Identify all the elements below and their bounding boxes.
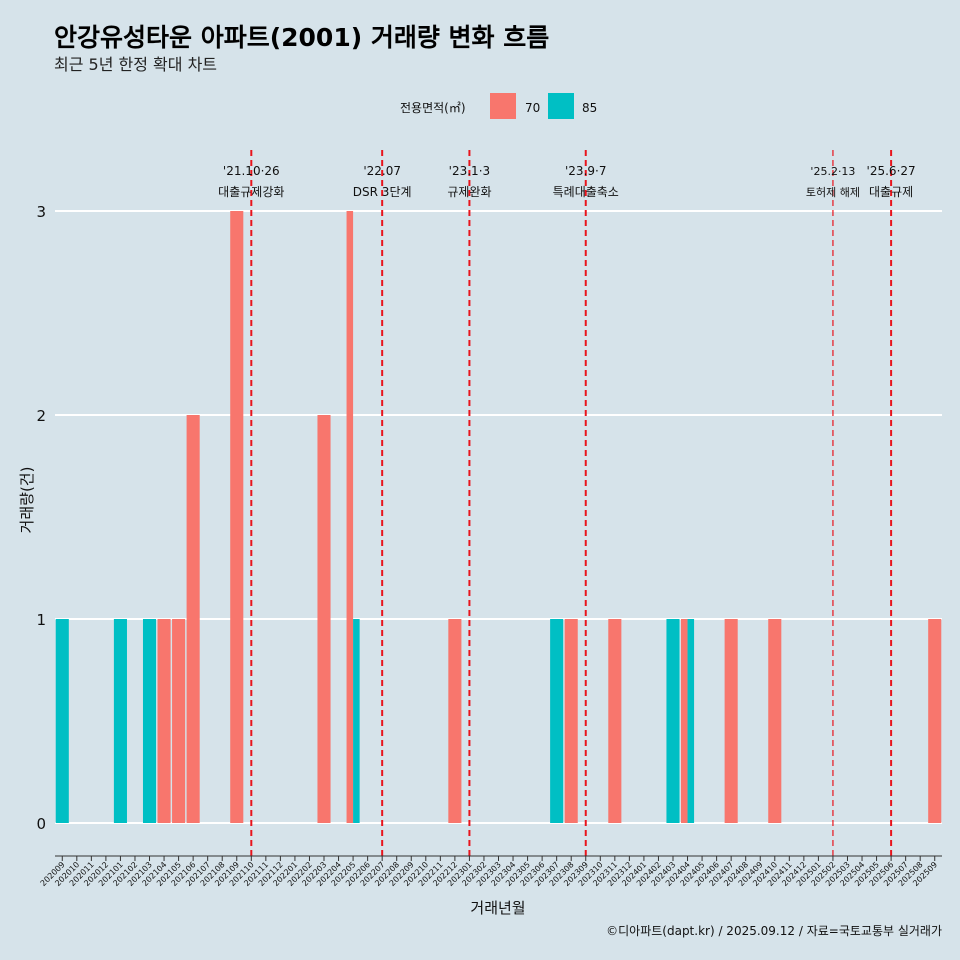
- x-axis: 2020092020102020112020122021012021022021…: [39, 855, 942, 888]
- bar-202407-70: [724, 619, 738, 823]
- y-tick-label: 2: [36, 407, 46, 425]
- bar-202205-85: [353, 619, 360, 823]
- event-date: '23.9·7: [565, 164, 606, 178]
- event-date: '25.6·27: [867, 164, 916, 178]
- y-axis-title: 거래량(건): [18, 467, 36, 534]
- event-label: 규제완화: [447, 185, 491, 199]
- chart-subtitle: 최근 5년 한정 확대 차트: [54, 55, 217, 74]
- legend-title: 전용면적(㎡): [400, 101, 466, 115]
- bar-202101-85: [113, 619, 127, 823]
- bar-202404-85: [687, 619, 695, 823]
- event-label: 특례대출축소: [553, 185, 619, 199]
- bar-202009-85: [55, 619, 69, 823]
- event-label: 대출규제강화: [218, 185, 284, 199]
- event-label: DSR 3단계: [353, 185, 412, 199]
- bar-202212-70: [448, 619, 462, 823]
- event-label: 대출규제: [869, 185, 913, 199]
- y-ticks: 0 1 2 3: [36, 203, 46, 833]
- bar-202403-85: [666, 619, 680, 823]
- y-tick-label: 0: [36, 815, 46, 833]
- bar-202104-70: [157, 619, 171, 823]
- legend: 전용면적(㎡) 70 85: [400, 93, 597, 119]
- event-date: '21.10·26: [223, 164, 280, 178]
- gridlines: [55, 210, 942, 824]
- bar-202307-85: [550, 619, 564, 823]
- bar-202205-70: [346, 211, 354, 823]
- bar-202308-70: [564, 619, 578, 823]
- event-date: '22.07: [363, 164, 401, 178]
- bar-202311-70: [608, 619, 622, 823]
- event-label: 토허제 해제: [806, 185, 860, 199]
- legend-swatch-70: [490, 93, 516, 119]
- bar-202105-70: [172, 619, 186, 823]
- bar-202203-70: [317, 415, 331, 823]
- event-date: '23.1·3: [449, 164, 490, 178]
- y-tick-label: 1: [36, 611, 46, 629]
- event-date: '25.2·13: [810, 165, 855, 178]
- bar-202103-85: [142, 619, 157, 823]
- bar-202410-70: [768, 619, 782, 823]
- legend-label-85: 85: [582, 101, 597, 115]
- legend-label-70: 70: [525, 101, 540, 115]
- chart-title: 안강유성타운 아파트(2001) 거래량 변화 흐름: [54, 23, 549, 52]
- bar-202109-70: [230, 211, 244, 823]
- bar-202106-70: [186, 415, 200, 823]
- x-axis-title: 거래년월: [470, 899, 525, 917]
- bar-202404-70: [680, 619, 688, 823]
- bars: [55, 211, 942, 823]
- y-tick-label: 3: [36, 203, 46, 221]
- legend-swatch-85: [548, 93, 574, 119]
- event-lines: '21.10·26 대출규제강화 '22.07 DSR 3단계 '23.1·3 규제완화 '…: [218, 150, 916, 856]
- caption: ©디아파트(dapt.kr) / 2025.09.12 / 자료=국토교통부 실…: [606, 924, 942, 938]
- bar-202509-70: [928, 619, 942, 823]
